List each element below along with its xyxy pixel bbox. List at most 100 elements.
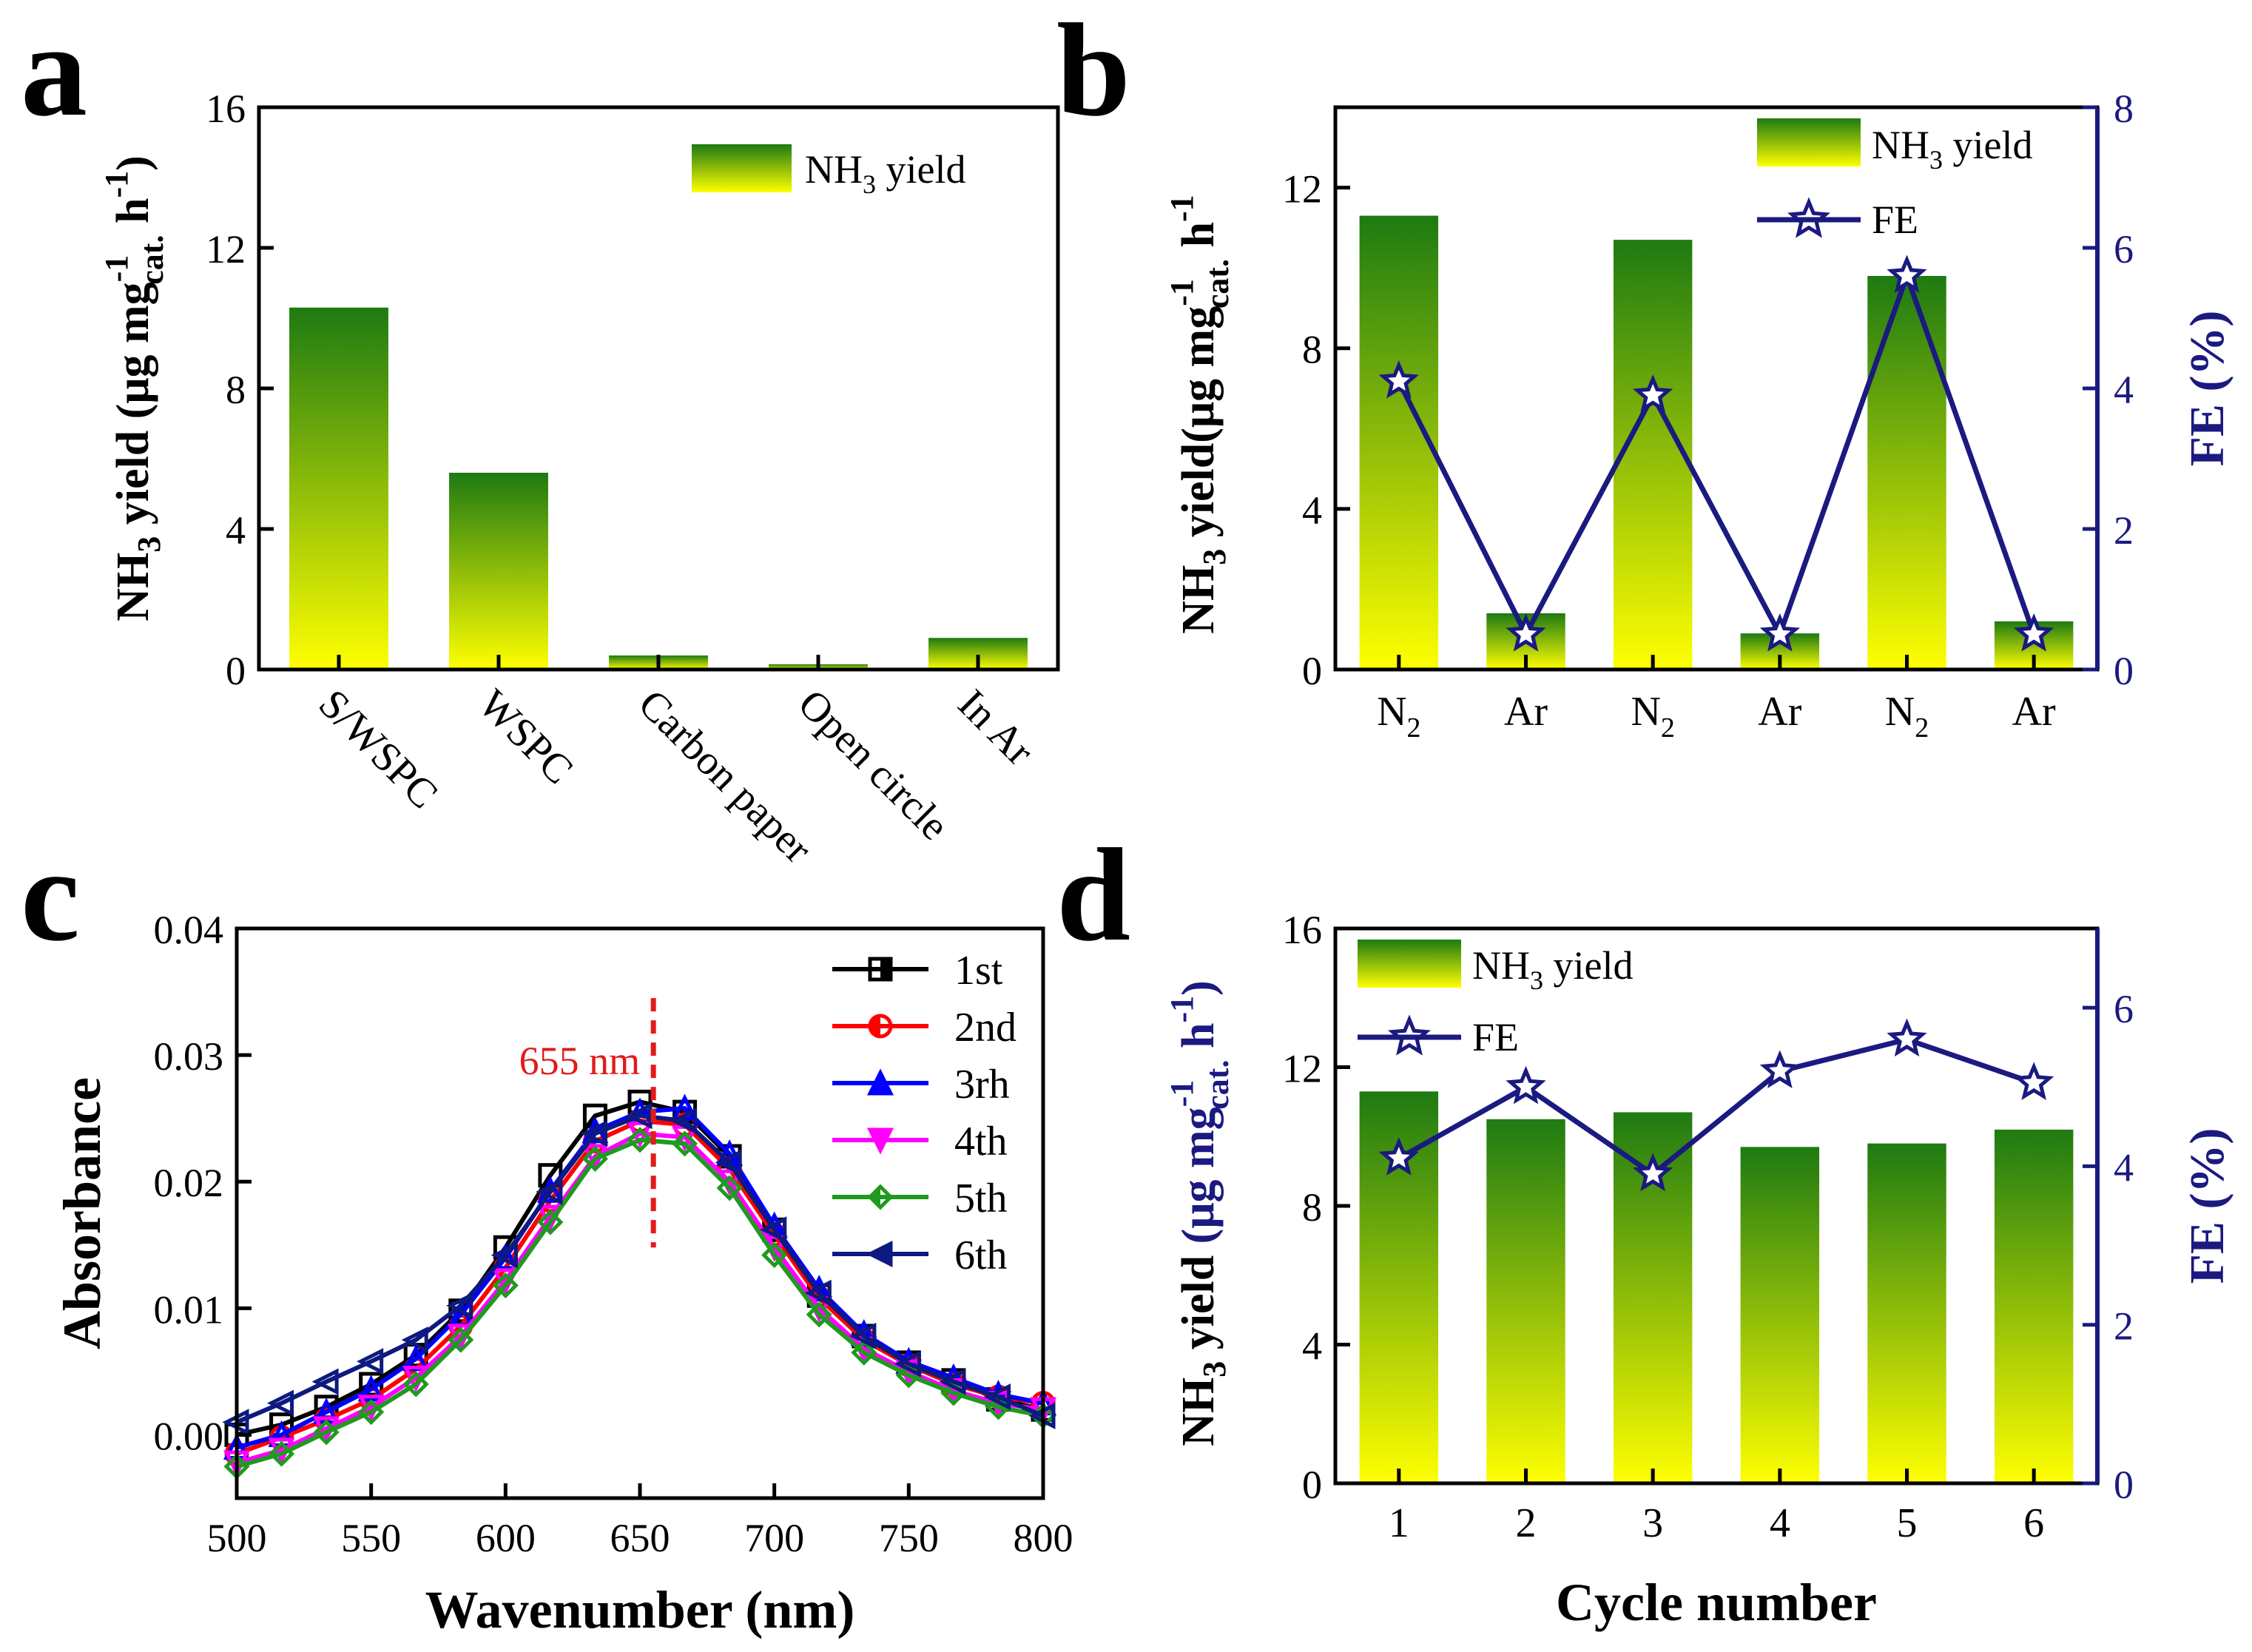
series-marker: [715, 1149, 742, 1176]
bar: [1867, 276, 1946, 670]
fe-marker: [1506, 1065, 1546, 1105]
series-marker: [580, 1120, 607, 1147]
fe-marker: [2013, 1062, 2054, 1100]
legend-label-nh3-yield: NH3 yield: [1872, 123, 2032, 175]
legend-star-marker: [1387, 1014, 1432, 1056]
series-marker: [851, 1339, 877, 1366]
series-marker: [671, 1093, 698, 1121]
fe-marker: [1632, 374, 1673, 413]
panel-letter-a: a: [21, 0, 87, 144]
panel-c: 655 nm 0.00 0.01 0.02 0.03 0.04 500 550 600 650…: [53, 908, 1073, 1639]
y2-tick-label: 2: [2114, 1304, 2134, 1349]
x-tick-label: 3: [1642, 1500, 1663, 1546]
series-marker: [269, 1440, 295, 1467]
series-marker: [761, 1241, 788, 1269]
legend-label-4th: 4th: [954, 1119, 1008, 1164]
x-tick-label: 550: [341, 1516, 401, 1560]
fe-marker: [2013, 613, 2054, 652]
series-marker: [402, 1371, 429, 1398]
series-marker: [448, 1326, 474, 1353]
legend-label-fe: FE: [1872, 198, 1918, 242]
y-tick-label: 4: [1302, 488, 1322, 533]
legend-marker-fill: [870, 1187, 880, 1207]
x-tick-label: Open circle: [789, 681, 957, 849]
series-marker: [358, 1399, 385, 1426]
x-tick-label: 4: [1770, 1500, 1790, 1546]
x-axis-label: Wavenumber (nm): [425, 1580, 855, 1639]
x-tick-label: 500: [207, 1516, 267, 1560]
x-tick-label: S/WSPC: [310, 681, 447, 817]
peak-annotation: 655 nm: [519, 1039, 641, 1083]
y2-tick-label: 6: [2114, 987, 2134, 1031]
fe-marker: [1887, 254, 1927, 294]
x-tick-label: N2: [1885, 689, 1929, 744]
y-tick-label: 0: [226, 649, 246, 693]
x-tick-label: Ar: [1758, 689, 1801, 735]
fe-marker: [1506, 613, 1546, 652]
legend-label-nh3-yield: NH3 yield: [805, 147, 965, 199]
legend: 1st 2nd 3rh 4th 5th 6th: [832, 948, 1017, 1278]
y-tick-label: 16: [206, 87, 246, 131]
y2-tick-label: 4: [2114, 1145, 2134, 1190]
series-marker: [849, 1322, 877, 1350]
bar: [289, 307, 388, 670]
y-tick-label: 4: [226, 508, 246, 553]
series-marker: [313, 1419, 340, 1446]
bar: [1867, 1143, 1946, 1483]
series-marker: [806, 1301, 832, 1328]
y-axis-label: NH3 yield (μg mg-1cat. h-1): [98, 155, 170, 621]
y-tick-label: 0.03: [154, 1034, 224, 1079]
series-marker: [357, 1348, 384, 1375]
series-marker: [401, 1326, 428, 1354]
series-line-4th: [236, 1131, 1044, 1465]
legend: NH3 yield: [692, 144, 965, 199]
legend-marker-fill: [870, 1130, 891, 1150]
y2-tick-label: 8: [2114, 87, 2134, 131]
y-tick-label: 8: [1302, 1185, 1322, 1230]
legend-label-1st: 1st: [954, 948, 1003, 994]
y-tick-label: 0.00: [154, 1414, 224, 1458]
x-tick-label: N2: [1377, 689, 1420, 744]
series-marker: [311, 1368, 339, 1395]
y-axis-label: NH3 yield(μg mg-1cat. h-1: [1164, 195, 1235, 633]
panel-letter-b: b: [1056, 0, 1130, 144]
legend-label-5th: 5th: [954, 1176, 1008, 1221]
y-axis-label: NH3 yield (μg mg-1cat. h-1): [1164, 980, 1235, 1446]
series-marker: [536, 1178, 563, 1205]
y-tick-label: 0.01: [154, 1287, 224, 1332]
fe-series-line: [1398, 1036, 2035, 1178]
panel-b: 0 4 8 12 0 2 4 6 8 N2 Ar N2 Ar N2 Ar NH3 yield(μg mg…: [1164, 87, 2234, 744]
x-tick-label: 6: [2023, 1500, 2044, 1546]
bar: [1486, 1119, 1565, 1483]
fe-series-line: [1396, 268, 2037, 641]
legend: NH3 yield FE: [1757, 118, 2032, 242]
legend-swatch-bar: [1358, 940, 1461, 988]
series-marker: [983, 1383, 1011, 1411]
x-tick-label: WSPC: [470, 681, 582, 793]
x-tick-label: In Ar: [949, 681, 1043, 775]
x-tick-label: 1: [1389, 1500, 1409, 1546]
legend-swatch-bar: [692, 144, 792, 192]
legend-label-3rh: 3rh: [954, 1062, 1010, 1107]
y-tick-label: 0: [1302, 1463, 1322, 1507]
y-axis-label: Absorbance: [53, 1077, 112, 1349]
series-marker: [490, 1241, 518, 1269]
series-line-5th: [236, 1137, 1044, 1469]
y2-tick-label: 0: [2114, 1463, 2134, 1507]
series-line-2nd: [235, 1119, 1044, 1456]
legend-label-fe: FE: [1472, 1015, 1519, 1059]
series-marker: [446, 1292, 473, 1319]
series-marker: [492, 1272, 519, 1299]
legend-marker-fill: [870, 1016, 880, 1036]
bar: [1740, 1147, 1820, 1483]
x-tick-label: Ar: [1504, 689, 1548, 735]
series-marker: [939, 1368, 966, 1395]
y2-tick-label: 2: [2114, 508, 2134, 553]
series-marker: [672, 1130, 698, 1157]
y-tick-label: 12: [206, 227, 246, 272]
legend-star-marker: [1787, 197, 1831, 238]
y-tick-label: 0.04: [154, 908, 224, 952]
legend-marker-fill: [870, 1073, 891, 1093]
